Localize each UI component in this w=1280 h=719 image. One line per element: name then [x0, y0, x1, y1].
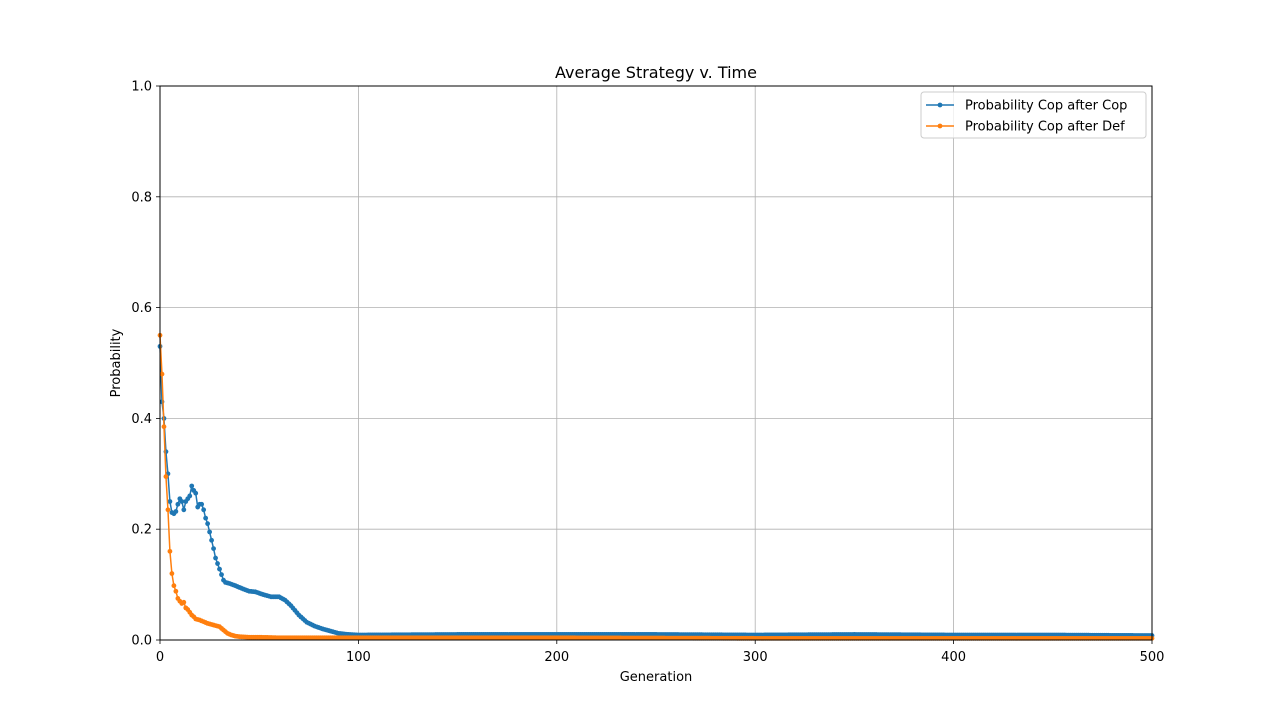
data-point [207, 529, 213, 535]
data-point [179, 499, 185, 504]
x-tick-label: 400 [941, 650, 966, 665]
data-point [165, 507, 171, 513]
data-point [175, 501, 181, 507]
data-point [181, 599, 187, 605]
data-point [167, 548, 173, 554]
data-point [219, 572, 224, 578]
legend-marker [937, 102, 943, 108]
data-point [167, 499, 173, 504]
data-point [217, 566, 222, 572]
legend-label: Probability Cop after Def [965, 120, 1125, 135]
data-point [159, 371, 165, 377]
data-point [203, 515, 209, 521]
x-tick-label: 500 [1140, 650, 1165, 665]
data-point [213, 555, 218, 561]
chart-title: Average Strategy v. Time [555, 63, 757, 82]
data-point [211, 546, 216, 551]
y-tick-label: 0.8 [131, 190, 152, 205]
axis-ticks: 0 100 200 300 400 500 0.0 0.2 0.4 0.6 0.8 1.0 [131, 80, 1164, 666]
data-point [181, 507, 187, 513]
data-point [193, 490, 199, 496]
data-point [169, 571, 175, 576]
data-point [173, 509, 179, 514]
legend: Probability Cop after Cop Probability Cop… [920, 91, 1147, 139]
data-point [199, 501, 205, 507]
y-tick-label: 0.0 [131, 634, 152, 649]
y-tick-label: 0.4 [131, 412, 152, 427]
grid-lines [160, 86, 1152, 640]
y-tick-label: 0.6 [131, 301, 152, 316]
plot-frame [159, 85, 1153, 641]
x-tick-label: 300 [743, 650, 768, 665]
data-point [173, 588, 179, 594]
data-point [163, 474, 169, 479]
legend-box [920, 91, 1147, 139]
y-tick-label: 1.0 [131, 80, 152, 95]
x-tick-label: 200 [544, 650, 569, 665]
data-point [189, 483, 195, 489]
data-point [161, 424, 167, 430]
data-point [209, 537, 214, 543]
data-point [201, 507, 207, 513]
y-axis-label: Probability [109, 328, 124, 397]
data-point [171, 583, 177, 589]
x-tick-label: 100 [346, 650, 371, 665]
x-axis-label: Generation [620, 670, 693, 685]
x-tick-label: 0 [156, 650, 164, 665]
data-point [187, 493, 193, 499]
legend-label: Probability Cop after Cop [965, 99, 1127, 114]
data-point [205, 521, 211, 527]
legend-marker [937, 123, 943, 129]
data-point [215, 561, 220, 566]
y-tick-label: 0.2 [131, 523, 152, 538]
